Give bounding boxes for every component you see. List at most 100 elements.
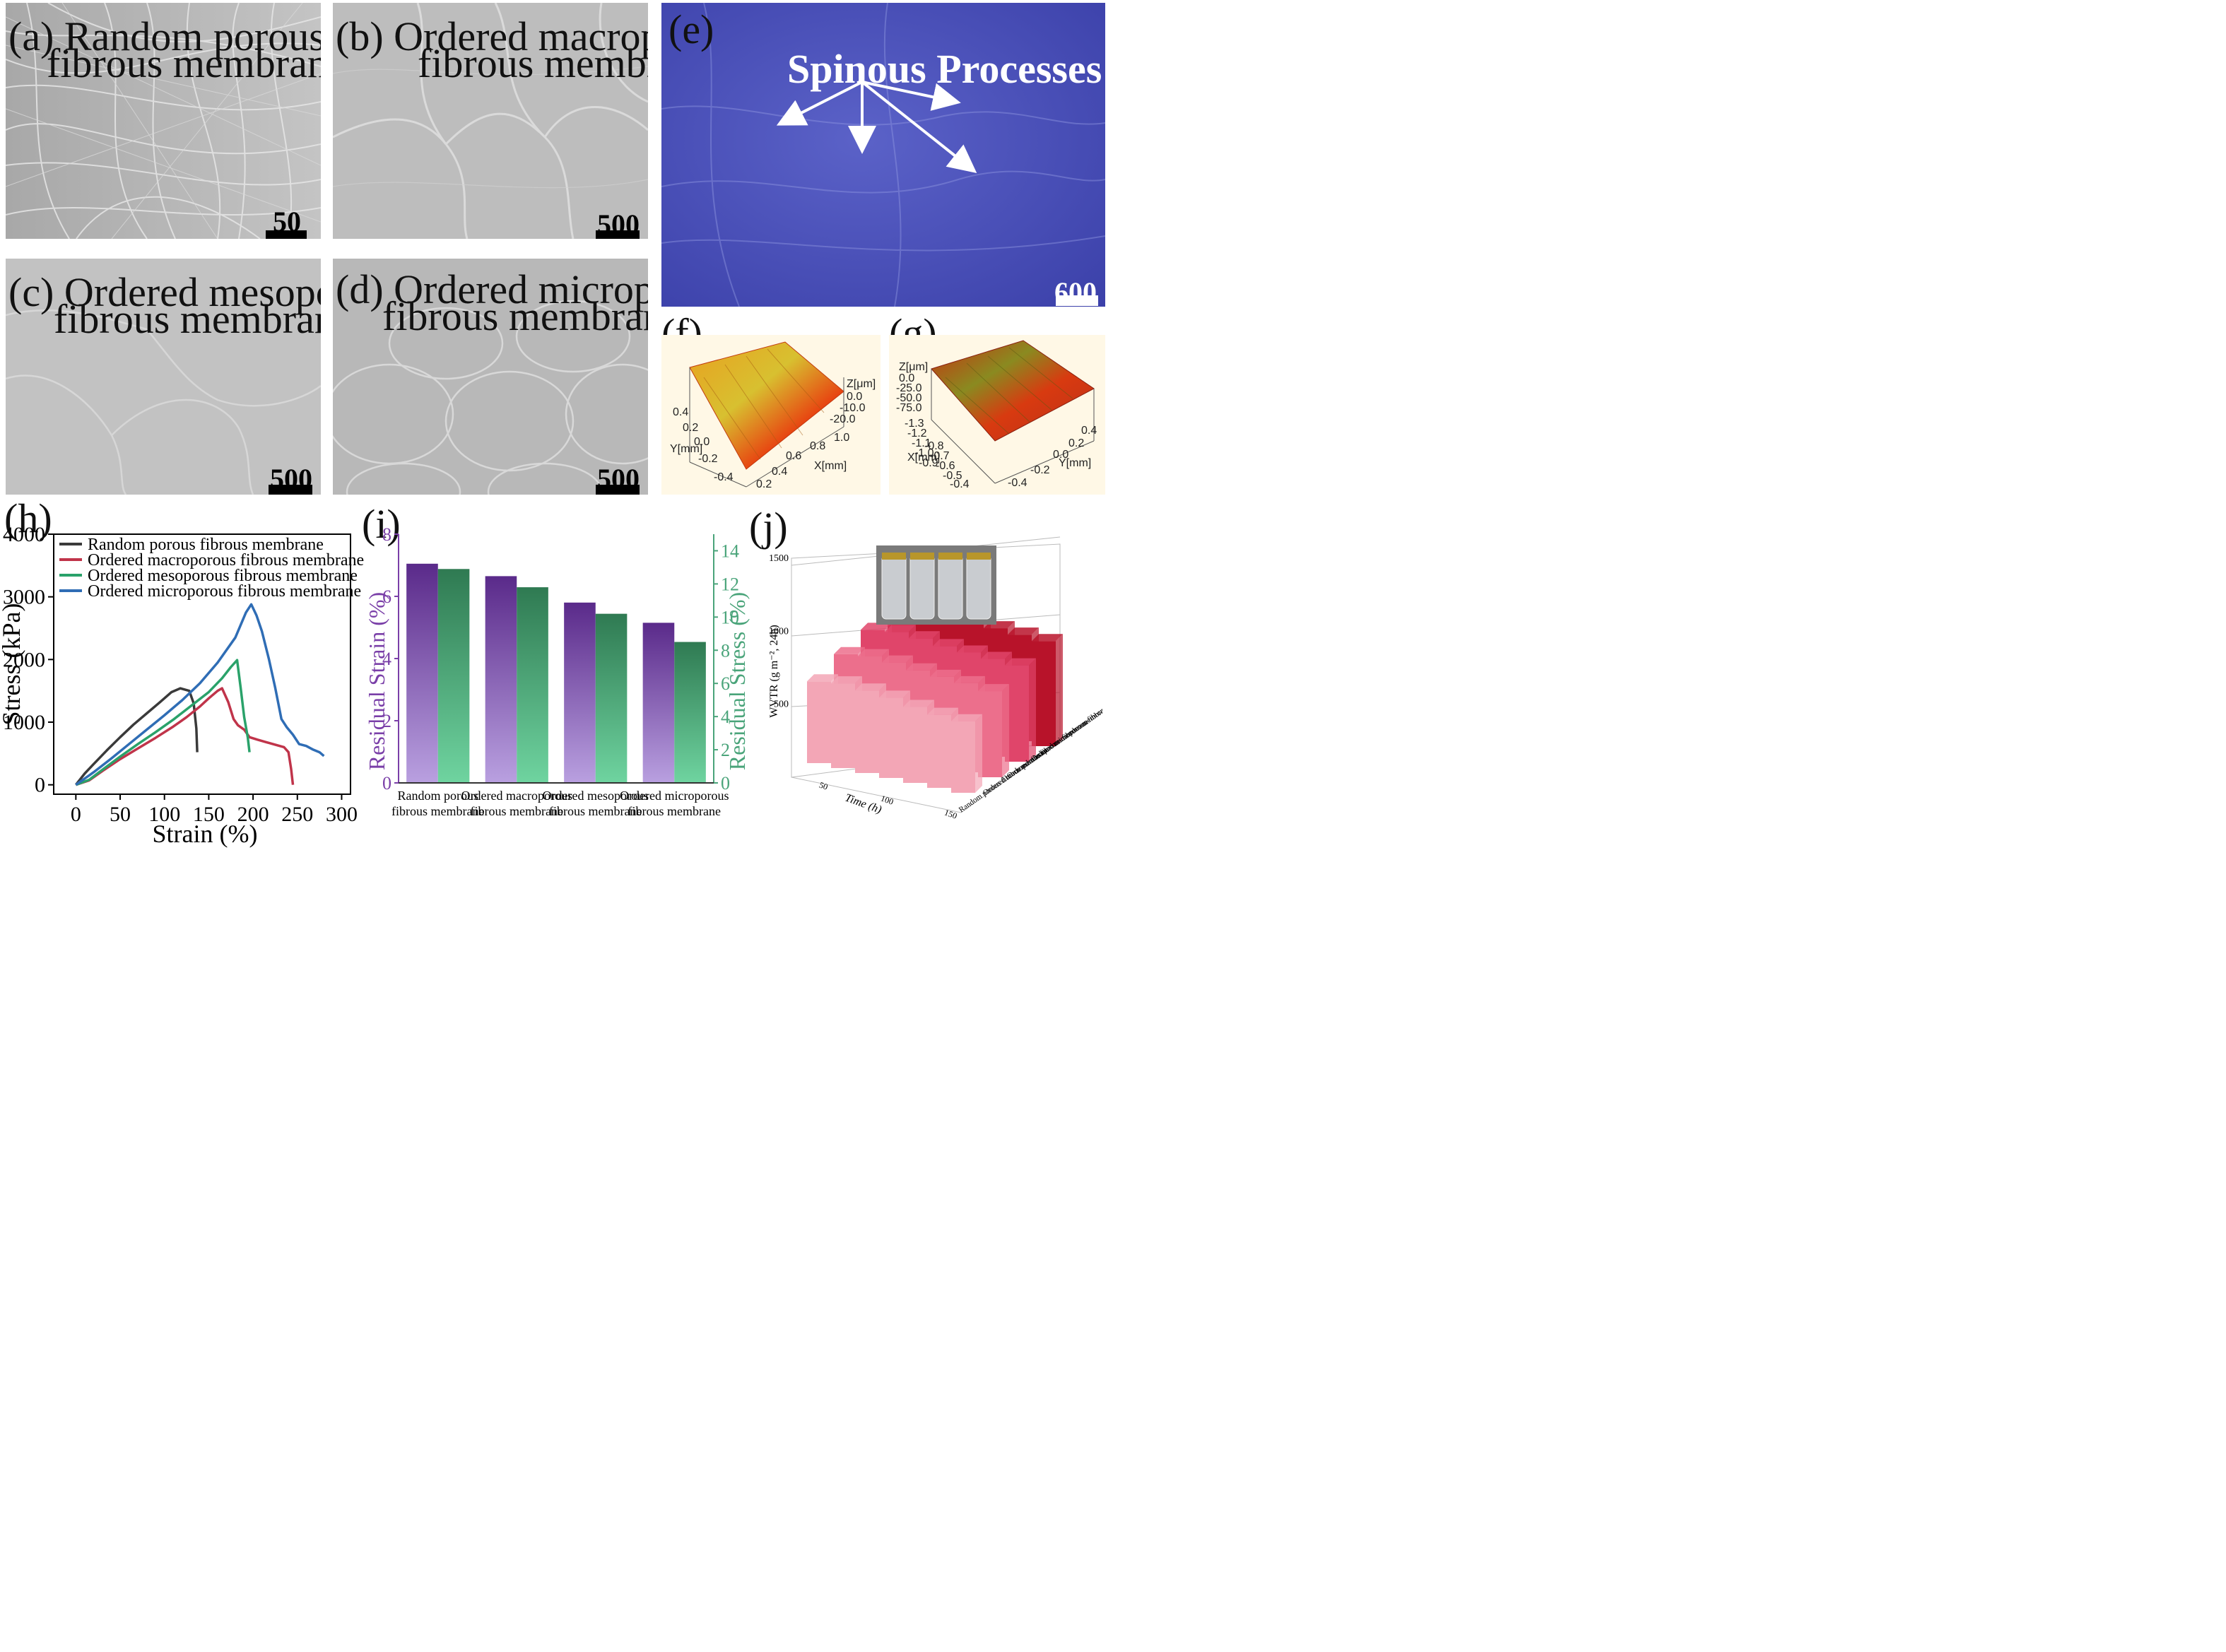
- sem-image-macroporous: (b) Ordered macroporous fibrous membrane…: [333, 3, 648, 239]
- g-x-tick-9: -0.4: [950, 478, 970, 490]
- f-x-tick-4: 0.2: [756, 478, 772, 490]
- j-bar-top-3-5: [1008, 627, 1039, 635]
- j-bar-top-1-2: [882, 655, 913, 663]
- i-category-label-3: Ordered microporous: [620, 789, 729, 803]
- g-x-tick-7: -0.6: [936, 460, 955, 472]
- h-x-tick-label-4: 200: [237, 803, 269, 826]
- panel-b-scale-bar: [596, 230, 640, 239]
- h-legend-label-0: Random porous fibrous membrane: [88, 536, 324, 554]
- panel-a-scale-bar: [266, 230, 307, 239]
- i-right-tick-label-7: 14: [721, 541, 739, 561]
- h-legend-label-1: Ordered macroporous fibrous membrane: [88, 551, 364, 570]
- j-bar-0-2: [855, 690, 879, 773]
- j-time-tick-2: 150: [943, 808, 959, 820]
- g-z-tick-0: 0.0: [899, 372, 914, 384]
- i-left-tick-label-0: 0: [382, 773, 391, 793]
- panel-c-label-line2: fibrous membrane: [54, 296, 321, 342]
- f-x-tick-1: 0.8: [810, 440, 825, 452]
- h-x-tick-label-0: 0: [71, 803, 81, 826]
- j-bar-top-1-5: [954, 675, 985, 683]
- f-y-tick-1: 0.2: [683, 422, 698, 434]
- j-bar-side-2-6: [1029, 658, 1036, 762]
- g-z-tick-1: -25.0: [896, 382, 922, 394]
- f-z-axis-label: Z[μm]: [847, 378, 876, 390]
- f-x-axis-label: X[mm]: [814, 460, 847, 472]
- j-bar-side-0-6: [975, 714, 982, 793]
- i-left-tick-label-2: 4: [382, 649, 391, 669]
- macropore-texture: [333, 3, 648, 239]
- g-x-tick-0: -1.3: [905, 418, 924, 430]
- h-y-tick-label-4: 4000: [3, 523, 45, 546]
- surface-3d-plot-g: Z[μm] 0.0 -25.0 -50.0 -75.0 -1.3 -1.2 -1…: [889, 335, 1105, 495]
- j-bar-top-2-2: [909, 631, 940, 639]
- f-y-tick-0: 0.4: [673, 406, 688, 418]
- j-bar-0-6: [951, 721, 975, 793]
- vials-illustration: [881, 553, 991, 620]
- g-x-tick-8: -0.5: [943, 470, 962, 482]
- sem-image-mesoporous: (c) Ordered mesoporous fibrous membrane …: [6, 259, 321, 495]
- f-y-tick-3: -0.2: [698, 453, 718, 465]
- g-x-axis-label: X[mm]: [907, 452, 940, 464]
- i-category-label-2: Ordered mesoporous: [543, 789, 649, 803]
- i-category-label-line2-0: fibrous membrane: [391, 804, 484, 818]
- i-right-tick-label-0: 0: [721, 773, 730, 793]
- h-y-tick-label-0: 0: [35, 774, 45, 797]
- h-x-tick-label-1: 50: [110, 803, 131, 826]
- panel-a-label: (a) Random porous: [8, 13, 321, 59]
- h-y-axis-label: Stress (kPa): [0, 603, 25, 726]
- f-z-tick-1: -10.0: [840, 402, 866, 414]
- panel-b-label: (b) Ordered macroporous: [336, 13, 648, 59]
- f-y-tick-2: 0.0: [694, 436, 709, 448]
- i-left-axis-label: Residual Strain (%): [364, 592, 389, 770]
- i-category-label-line2-3: fibrous membrane: [628, 804, 721, 818]
- h-y-tick-label-1: 1000: [3, 711, 45, 734]
- j-bar-0-4: [903, 707, 927, 783]
- g-y-tick-0: 0.4: [1081, 425, 1097, 437]
- j-bar-top-1-0: [834, 647, 865, 654]
- j-bar-top-0-0: [807, 674, 838, 682]
- j-bar-0-5: [927, 714, 951, 788]
- i-right-tick-label-3: 6: [721, 673, 730, 694]
- f-z-tick-2: -20.0: [830, 413, 856, 425]
- surface-3d-plot-f: Z[μm] 0.0 -10.0 -20.0 0.4 0.2 Y[mm] 0.0 …: [661, 335, 881, 495]
- h-x-tick-label-2: 100: [148, 803, 180, 826]
- panel-a-label-line2: fibrous membrane: [47, 40, 321, 86]
- i-category-label-0: Random porous: [398, 789, 479, 803]
- h-legend-label-2: Ordered mesoporous fibrous membrane: [88, 567, 358, 585]
- f-x-tick-0: 1.0: [834, 432, 849, 444]
- i-right-tick-label-5: 10: [721, 607, 739, 627]
- i-category-label-1: Ordered macroporous: [461, 789, 572, 803]
- g-x-tick-5: -0.8: [924, 440, 944, 452]
- h-series-line-3: [75, 603, 325, 786]
- j-bar-0-3: [879, 697, 903, 778]
- h-x-tick-label-3: 150: [193, 803, 225, 826]
- f-x-tick-3: 0.4: [772, 466, 787, 478]
- surface-g-svg: Z[μm] 0.0 -25.0 -50.0 -75.0 -1.3 -1.2 -1…: [896, 340, 1097, 490]
- j-bar-top-1-4: [930, 669, 961, 677]
- i-category-label-line2-1: fibrous membrane: [471, 804, 563, 818]
- g-x-tick-3: -1.0: [914, 447, 934, 459]
- i-category-label-line2-2: fibrous membrane: [549, 804, 642, 818]
- i-right-tick-label-6: 12: [721, 574, 739, 594]
- i-bar-2-0: [564, 602, 596, 783]
- h-plot-frame: [53, 533, 351, 795]
- j-z-tick-2: 1500: [769, 553, 789, 564]
- micropore-texture: [333, 259, 648, 495]
- j-bar-top-1-6: [978, 684, 1009, 692]
- panel-b-label-line2: fibrous membrane: [418, 40, 648, 86]
- panel-d-label-line2: fibrous membrane: [382, 293, 648, 339]
- f-y-axis-label: Y[mm]: [670, 443, 702, 455]
- panel-d-scale-bar: [596, 485, 640, 495]
- g-x-tick-4: -0.9: [919, 457, 938, 469]
- g-x-tick-2: -1.1: [912, 437, 931, 449]
- panel-d-label: (d) Ordered microporous: [336, 266, 648, 312]
- j-time-tick-0: 50: [818, 780, 829, 792]
- j-bar-side-1-6: [1002, 684, 1009, 777]
- j-floor-edge-2: [960, 741, 1061, 813]
- residual-bar-chart: 0 2 4 6 8 0 2 4 6 8 10 12 14 Residual Strain (%) Res…: [364, 524, 750, 818]
- i-left-tick-label-1: 2: [382, 711, 391, 731]
- i-right-axis-label: Residual Stress (%): [724, 592, 750, 770]
- f-x-tick-2: 0.6: [786, 450, 801, 462]
- h-y-tick-label-3: 3000: [3, 586, 45, 609]
